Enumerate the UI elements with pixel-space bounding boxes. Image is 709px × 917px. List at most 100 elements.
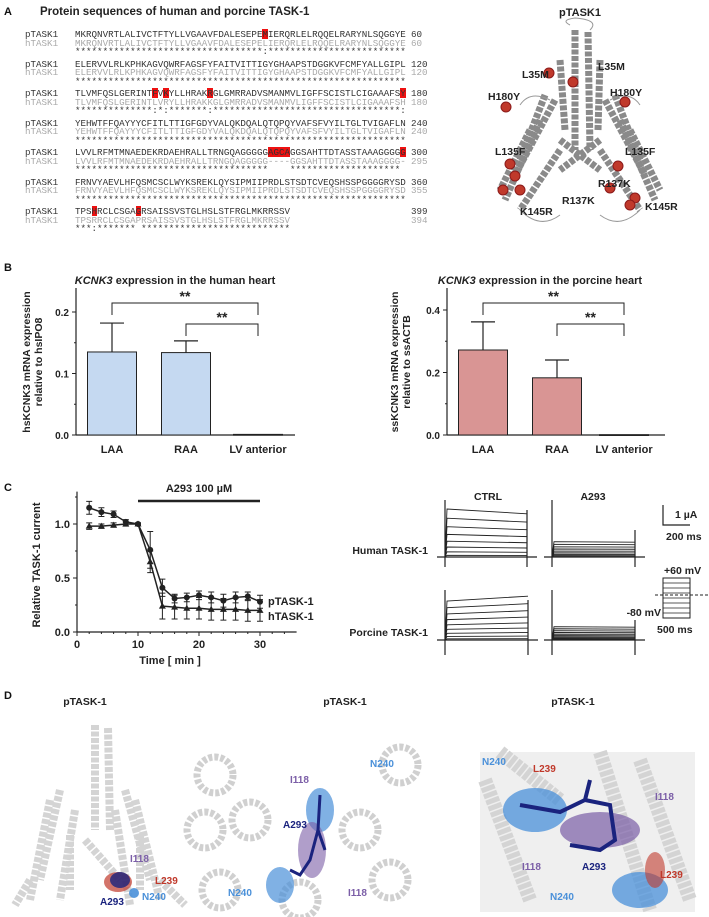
sequence-name: hTASK1: [25, 96, 59, 108]
residue-number: 399: [411, 206, 428, 217]
helix-ring: [338, 808, 382, 852]
residue-label: A293: [283, 820, 307, 831]
mutation-label: K145R: [520, 206, 553, 218]
helix: [131, 799, 164, 901]
sequence-name: pTASK1: [25, 58, 59, 70]
alignment-block: pTASK1 TLVMFQSLGERINTFVKYLLHRAKRGLGMRRADV…: [0, 88, 450, 117]
data-point: [183, 604, 191, 611]
mutation-site: [567, 76, 579, 88]
porcine-expression-chart: KCNK3 expression in the porcine heart ss…: [389, 275, 665, 456]
mutation-site: [514, 184, 526, 196]
x-tick-label: LAA: [472, 444, 495, 456]
conservation-row: **********************************:*****…: [0, 47, 450, 56]
y-tick-label: 0.0: [426, 431, 440, 442]
residue-number: 180: [411, 88, 428, 99]
human-sequence-row: hTASK1 MKRQNVRTLALIVCTFTYLLVGAAVFDALESEPE…: [0, 37, 450, 49]
sequence-text: **********************************:*****…: [75, 47, 406, 56]
series-label: hTASK-1: [268, 611, 314, 623]
x-tick-label: RAA: [545, 444, 569, 456]
alignment-block: pTASK1 FRNVYAEVLHFQSMCSCLWYKSREKLQYSIPMII…: [0, 176, 450, 206]
data-point: [232, 605, 240, 612]
residues: ELERVVLRLKPHKAGVQWRFAGSFYFAITVITTIGYGHAA…: [75, 58, 406, 70]
sequence-text: FRNVYAEVLHFQSMCSCLWYKSREKLQYSIPMIIPRDLST…: [75, 176, 406, 188]
bar: [161, 352, 211, 436]
residue-label: N240: [142, 892, 166, 903]
sequence-text: MKRQNVRTLALIVCTFTYLLVGAAVFDALESEPELIERQR…: [75, 37, 406, 49]
current-trace: [551, 541, 636, 558]
scale-time-label: 200 ms: [666, 531, 702, 543]
mutation-label: L135F: [625, 146, 656, 158]
sequence-alignment: Protein sequences of human and porcine T…: [0, 0, 450, 245]
current-trace: [444, 551, 528, 558]
residues: ***:******* ***************************: [75, 223, 291, 234]
data-point: [97, 522, 105, 529]
sequence-text: FRNVYAEVLHFQSMCSCLWYKSREKLQYSIPMIIPRDLST…: [75, 186, 406, 195]
sequence-text: LVVLRFMTMNAEDEKRDAEHRALLTRNGQAGGGGGAGCAG…: [75, 147, 406, 157]
drug-application-label: A293 100 µM: [166, 483, 232, 495]
mutation-site: [612, 160, 624, 172]
residue-number: 60: [411, 37, 423, 49]
sequence-name: hTASK1: [25, 67, 59, 78]
sequence-name: pTASK1: [25, 206, 59, 217]
alignment-block: pTASK1 LVVLRFMTMNAEDEKRDAEHRALLTRNGQAGGGG…: [0, 147, 450, 176]
human-ctrl-traces: [437, 500, 537, 567]
residue-label: L239: [155, 876, 178, 887]
y-tick-label: 0.2: [55, 308, 69, 319]
mutation-label: L35M: [522, 69, 549, 81]
mutation-site: [497, 184, 509, 196]
residues: YEHWTFFQAYYYCFITLTTIGFGDYVALQKDQALQTQPQY…: [75, 117, 406, 129]
significance-stars: **: [548, 288, 559, 304]
residue-surface: [129, 888, 139, 898]
residues: ****************************************…: [75, 75, 406, 87]
bar: [532, 377, 582, 436]
residue-label: A293: [582, 862, 606, 873]
mutation-label: K145R: [645, 201, 678, 213]
y-tick-label: 0.4: [426, 306, 440, 317]
d-title-3: pTASK-1: [551, 696, 595, 708]
residue-label: L239: [660, 870, 683, 881]
residues: FRNVYAEVLHFQSMCSCLWYKSREKLQYSIPMIIPRDLST…: [75, 176, 406, 188]
residues: **********************************:*****…: [75, 46, 406, 57]
residue-number: 240: [411, 126, 428, 137]
data-point: [207, 605, 215, 612]
mutation-site: [543, 67, 555, 79]
sequence-text: ***:******* ***************************: [75, 224, 290, 233]
porcine-sequence-row: pTASK1 YEHWTFFQAYYYCFITLTTIGFGDYVALQKDQAL…: [0, 117, 450, 129]
residues: MKRQNVRTLALIVCTFTYLLVGAAVFDALESEPELIERQR…: [75, 37, 406, 49]
data-point: [158, 602, 166, 609]
helix-ring: [378, 743, 422, 787]
helix: [611, 93, 644, 162]
mutation-site: [624, 199, 636, 211]
significance-bracket: [111, 302, 259, 315]
data-point: [98, 509, 105, 516]
data-point: [146, 558, 154, 565]
x-axis-label-time: Time [ min ]: [139, 655, 201, 667]
data-point: [110, 511, 117, 518]
sequence-text: ****************************************…: [75, 194, 406, 203]
residue-number: 60: [411, 29, 423, 40]
bar: [458, 349, 508, 436]
helix: [556, 59, 569, 131]
residue-number: 240: [411, 117, 428, 129]
x-tick-label: LV anterior: [595, 444, 653, 456]
d-title-2: pTASK-1: [323, 696, 367, 708]
helix: [157, 877, 188, 908]
y-tick-label: 0.0: [55, 627, 70, 639]
residue-label: N240: [228, 888, 252, 899]
bar: [233, 433, 283, 436]
sequence-name: hTASK1: [25, 214, 59, 226]
significance-stars: **: [585, 309, 596, 325]
protocol-bottom-label: -80 mV: [627, 607, 661, 619]
x-tick-label: 20: [193, 639, 205, 651]
conservation-row: ****************************************…: [0, 194, 450, 203]
sequence-name: hTASK1: [25, 155, 59, 167]
sequence-text: *********************************** ****…: [75, 165, 406, 174]
conservation-row: *********************************** ****…: [0, 165, 450, 174]
column-label-a293: A293: [580, 491, 605, 503]
x-tick-label: RAA: [174, 444, 198, 456]
residue-number: 360: [411, 176, 428, 188]
mutation-site: [500, 101, 512, 113]
data-point: [134, 520, 142, 527]
